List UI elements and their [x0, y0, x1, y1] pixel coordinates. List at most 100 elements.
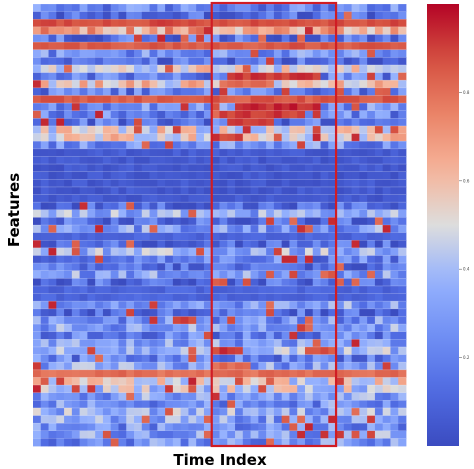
heatmap-cell	[227, 186, 236, 195]
heatmap-cell	[110, 377, 119, 386]
heatmap-cell	[40, 346, 49, 355]
heatmap-cell	[312, 103, 321, 112]
heatmap-cell	[320, 202, 329, 211]
heatmap-cell	[180, 415, 189, 424]
heatmap-cell	[79, 110, 88, 119]
heatmap-cell	[102, 95, 112, 104]
heatmap-cell	[297, 148, 306, 157]
heatmap-cell	[203, 438, 213, 447]
heatmap-cell	[149, 430, 158, 439]
heatmap-cell	[297, 346, 306, 355]
heatmap-cell	[64, 278, 73, 287]
heatmap-cell	[196, 11, 205, 20]
heatmap-cell	[149, 301, 158, 310]
heatmap-cell	[157, 64, 166, 73]
heatmap-cell	[351, 72, 360, 81]
heatmap-cell	[266, 141, 275, 150]
heatmap-cell	[40, 148, 49, 157]
heatmap-cell	[64, 34, 73, 43]
heatmap-cell	[351, 11, 360, 20]
heatmap-cell	[312, 255, 321, 264]
heatmap-cell	[242, 202, 251, 211]
heatmap-cell	[118, 430, 127, 439]
heatmap-cell	[382, 4, 391, 13]
heatmap-cell	[242, 179, 251, 188]
heatmap-cell	[312, 377, 321, 386]
heatmap-cell	[227, 377, 236, 386]
heatmap-cell	[188, 42, 197, 51]
heatmap-cell	[33, 209, 42, 218]
heatmap-cell	[367, 324, 376, 333]
heatmap-cell	[172, 80, 182, 89]
heatmap-cell	[297, 19, 306, 28]
heatmap-cell	[374, 194, 384, 203]
heatmap-cell	[266, 103, 275, 112]
heatmap-cell	[320, 308, 329, 317]
heatmap-cell	[172, 34, 182, 43]
heatmap-cell	[141, 240, 150, 249]
heatmap-cell	[110, 423, 119, 432]
heatmap-cell	[351, 87, 360, 96]
heatmap-cell	[188, 293, 197, 302]
heatmap-cell	[102, 324, 112, 333]
heatmap-cell	[227, 57, 236, 66]
heatmap-cell	[235, 156, 244, 165]
heatmap-cell	[351, 438, 360, 447]
heatmap-cell	[79, 308, 88, 317]
heatmap-cell	[188, 87, 197, 96]
heatmap-cell	[64, 186, 73, 195]
heatmap-cell	[273, 186, 283, 195]
heatmap-cell	[56, 95, 65, 104]
heatmap-cell	[172, 103, 182, 112]
heatmap-cell	[110, 331, 119, 340]
heatmap-cell	[211, 57, 220, 66]
heatmap-cell	[235, 377, 244, 386]
heatmap-cell	[40, 240, 49, 249]
heatmap-cell	[343, 171, 352, 180]
heatmap-cell	[134, 72, 143, 81]
heatmap-cell	[398, 240, 407, 249]
heatmap-cell	[157, 133, 166, 142]
heatmap-cell	[273, 285, 283, 294]
heatmap-cell	[250, 171, 259, 180]
heatmap-cell	[203, 118, 213, 127]
heatmap-cell	[258, 133, 267, 142]
heatmap-cell	[367, 377, 376, 386]
heatmap-cell	[71, 270, 81, 279]
heatmap-cell	[374, 232, 384, 241]
heatmap-cell	[188, 26, 197, 35]
heatmap-cell	[266, 369, 275, 378]
heatmap-cell	[304, 186, 314, 195]
heatmap-cell	[87, 377, 96, 386]
heatmap-cell	[157, 430, 166, 439]
heatmap-cell	[71, 164, 81, 173]
heatmap-cell	[281, 438, 290, 447]
heatmap-cell	[281, 179, 290, 188]
heatmap-cell	[188, 285, 197, 294]
heatmap-cell	[188, 346, 197, 355]
heatmap-cell	[71, 103, 81, 112]
heatmap-cell	[134, 64, 143, 73]
heatmap-cell	[172, 125, 182, 134]
heatmap-cell	[134, 346, 143, 355]
heatmap-cell	[71, 354, 81, 363]
heatmap-cell	[196, 171, 205, 180]
heatmap-cell	[297, 4, 306, 13]
heatmap-cell	[79, 202, 88, 211]
heatmap-cell	[102, 34, 112, 43]
heatmap-cell	[250, 217, 259, 226]
heatmap-cell	[157, 34, 166, 43]
heatmap-cell	[235, 209, 244, 218]
heatmap-cell	[289, 263, 298, 272]
heatmap-cell	[79, 26, 88, 35]
heatmap-cell	[110, 293, 119, 302]
heatmap-cell	[126, 34, 135, 43]
heatmap-cell	[281, 186, 290, 195]
heatmap-cell	[141, 34, 150, 43]
heatmap-cell	[149, 339, 158, 348]
heatmap-cell	[40, 369, 49, 378]
heatmap-cell	[398, 377, 407, 386]
heatmap-cell	[64, 407, 73, 416]
heatmap-cell	[227, 278, 236, 287]
heatmap-cell	[71, 346, 81, 355]
